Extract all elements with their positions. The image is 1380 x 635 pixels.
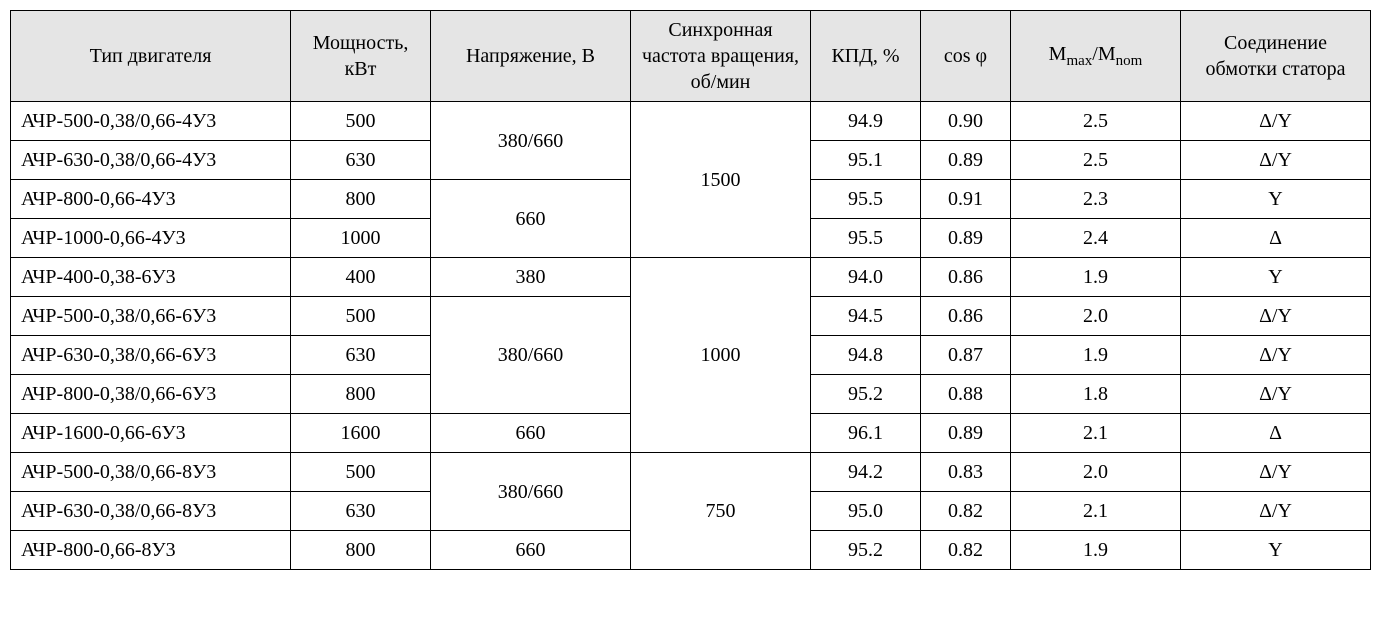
cell-power: 1000 [291,219,431,258]
cell-conn: Δ/Y [1181,141,1371,180]
cell-cos: 0.83 [921,453,1011,492]
mmax-sub: max [1066,53,1092,69]
cell-power: 400 [291,258,431,297]
col-sync-speed: Синхронная частота вращения, об/мин [631,11,811,102]
cell-m: 2.4 [1011,219,1181,258]
cell-power: 500 [291,102,431,141]
cell-voltage: 660 [431,414,631,453]
cell-voltage: 380/660 [431,102,631,180]
cell-type: АЧР-800-0,38/0,66-6У3 [11,375,291,414]
cell-speed: 1000 [631,258,811,453]
cell-m: 2.0 [1011,453,1181,492]
cell-type: АЧР-500-0,38/0,66-8У3 [11,453,291,492]
cell-power: 800 [291,180,431,219]
cell-cos: 0.87 [921,336,1011,375]
cell-eff: 95.1 [811,141,921,180]
cell-eff: 96.1 [811,414,921,453]
cell-power: 800 [291,531,431,570]
cell-cos: 0.82 [921,531,1011,570]
cell-type: АЧР-1600-0,66-6У3 [11,414,291,453]
cell-cos: 0.90 [921,102,1011,141]
cell-cos: 0.86 [921,297,1011,336]
cell-speed: 1500 [631,102,811,258]
motors-table: Тип двигателя Мощность, кВт Напряжение, … [10,10,1371,570]
cell-cos: 0.82 [921,492,1011,531]
cell-conn: Δ/Y [1181,453,1371,492]
col-type: Тип двигателя [11,11,291,102]
cell-m: 2.1 [1011,492,1181,531]
cell-voltage: 380 [431,258,631,297]
cell-speed: 750 [631,453,811,570]
cell-eff: 94.9 [811,102,921,141]
cell-voltage: 380/660 [431,297,631,414]
cell-eff: 94.0 [811,258,921,297]
cell-eff: 95.0 [811,492,921,531]
cell-type: АЧР-630-0,38/0,66-8У3 [11,492,291,531]
cell-m: 1.8 [1011,375,1181,414]
cell-type: АЧР-400-0,38-6У3 [11,258,291,297]
cell-power: 630 [291,336,431,375]
cell-conn: Y [1181,531,1371,570]
table-row: АЧР-500-0,38/0,66-4У3 500 380/660 1500 9… [11,102,1371,141]
cell-cos: 0.86 [921,258,1011,297]
cell-power: 630 [291,492,431,531]
mmax-prefix: M [1049,43,1067,65]
cell-type: АЧР-1000-0,66-4У3 [11,219,291,258]
col-mmax-mnom: Mmax/Mnom [1011,11,1181,102]
cell-m: 2.3 [1011,180,1181,219]
cell-conn: Y [1181,258,1371,297]
cell-voltage: 380/660 [431,453,631,531]
cell-voltage: 660 [431,531,631,570]
cell-eff: 95.5 [811,219,921,258]
cell-conn: Δ/Y [1181,297,1371,336]
cell-voltage: 660 [431,180,631,258]
cell-m: 1.9 [1011,531,1181,570]
cell-conn: Δ/Y [1181,102,1371,141]
header-row: Тип двигателя Мощность, кВт Напряжение, … [11,11,1371,102]
cell-eff: 95.2 [811,531,921,570]
col-winding: Соединение обмотки статора [1181,11,1371,102]
cell-power: 800 [291,375,431,414]
cell-cos: 0.91 [921,180,1011,219]
cell-type: АЧР-800-0,66-8У3 [11,531,291,570]
cell-conn: Δ/Y [1181,336,1371,375]
cell-type: АЧР-630-0,38/0,66-4У3 [11,141,291,180]
cell-m: 2.5 [1011,102,1181,141]
cell-eff: 95.5 [811,180,921,219]
cell-power: 1600 [291,414,431,453]
cell-type: АЧР-500-0,38/0,66-6У3 [11,297,291,336]
cell-eff: 94.8 [811,336,921,375]
cell-conn: Δ [1181,219,1371,258]
col-efficiency: КПД, % [811,11,921,102]
cell-m: 1.9 [1011,336,1181,375]
cell-m: 2.0 [1011,297,1181,336]
cell-conn: Δ/Y [1181,492,1371,531]
cell-cos: 0.89 [921,219,1011,258]
table-row: АЧР-500-0,38/0,66-8У3 500 380/660 750 94… [11,453,1371,492]
col-cos-phi: cos φ [921,11,1011,102]
mnom-sub: nom [1116,53,1143,69]
mmax-slash: /M [1092,43,1115,65]
cell-cos: 0.89 [921,141,1011,180]
cell-power: 500 [291,297,431,336]
cell-power: 630 [291,141,431,180]
cell-cos: 0.89 [921,414,1011,453]
cell-conn: Δ [1181,414,1371,453]
cell-type: АЧР-800-0,66-4У3 [11,180,291,219]
cell-eff: 94.5 [811,297,921,336]
col-voltage: Напряжение, В [431,11,631,102]
cell-conn: Y [1181,180,1371,219]
cell-type: АЧР-630-0,38/0,66-6У3 [11,336,291,375]
cell-cos: 0.88 [921,375,1011,414]
cell-m: 2.1 [1011,414,1181,453]
cell-eff: 95.2 [811,375,921,414]
cell-m: 1.9 [1011,258,1181,297]
table-row: АЧР-400-0,38-6У3 400 380 1000 94.0 0.86 … [11,258,1371,297]
cell-eff: 94.2 [811,453,921,492]
cell-power: 500 [291,453,431,492]
cell-conn: Δ/Y [1181,375,1371,414]
col-power: Мощность, кВт [291,11,431,102]
cell-m: 2.5 [1011,141,1181,180]
cell-type: АЧР-500-0,38/0,66-4У3 [11,102,291,141]
